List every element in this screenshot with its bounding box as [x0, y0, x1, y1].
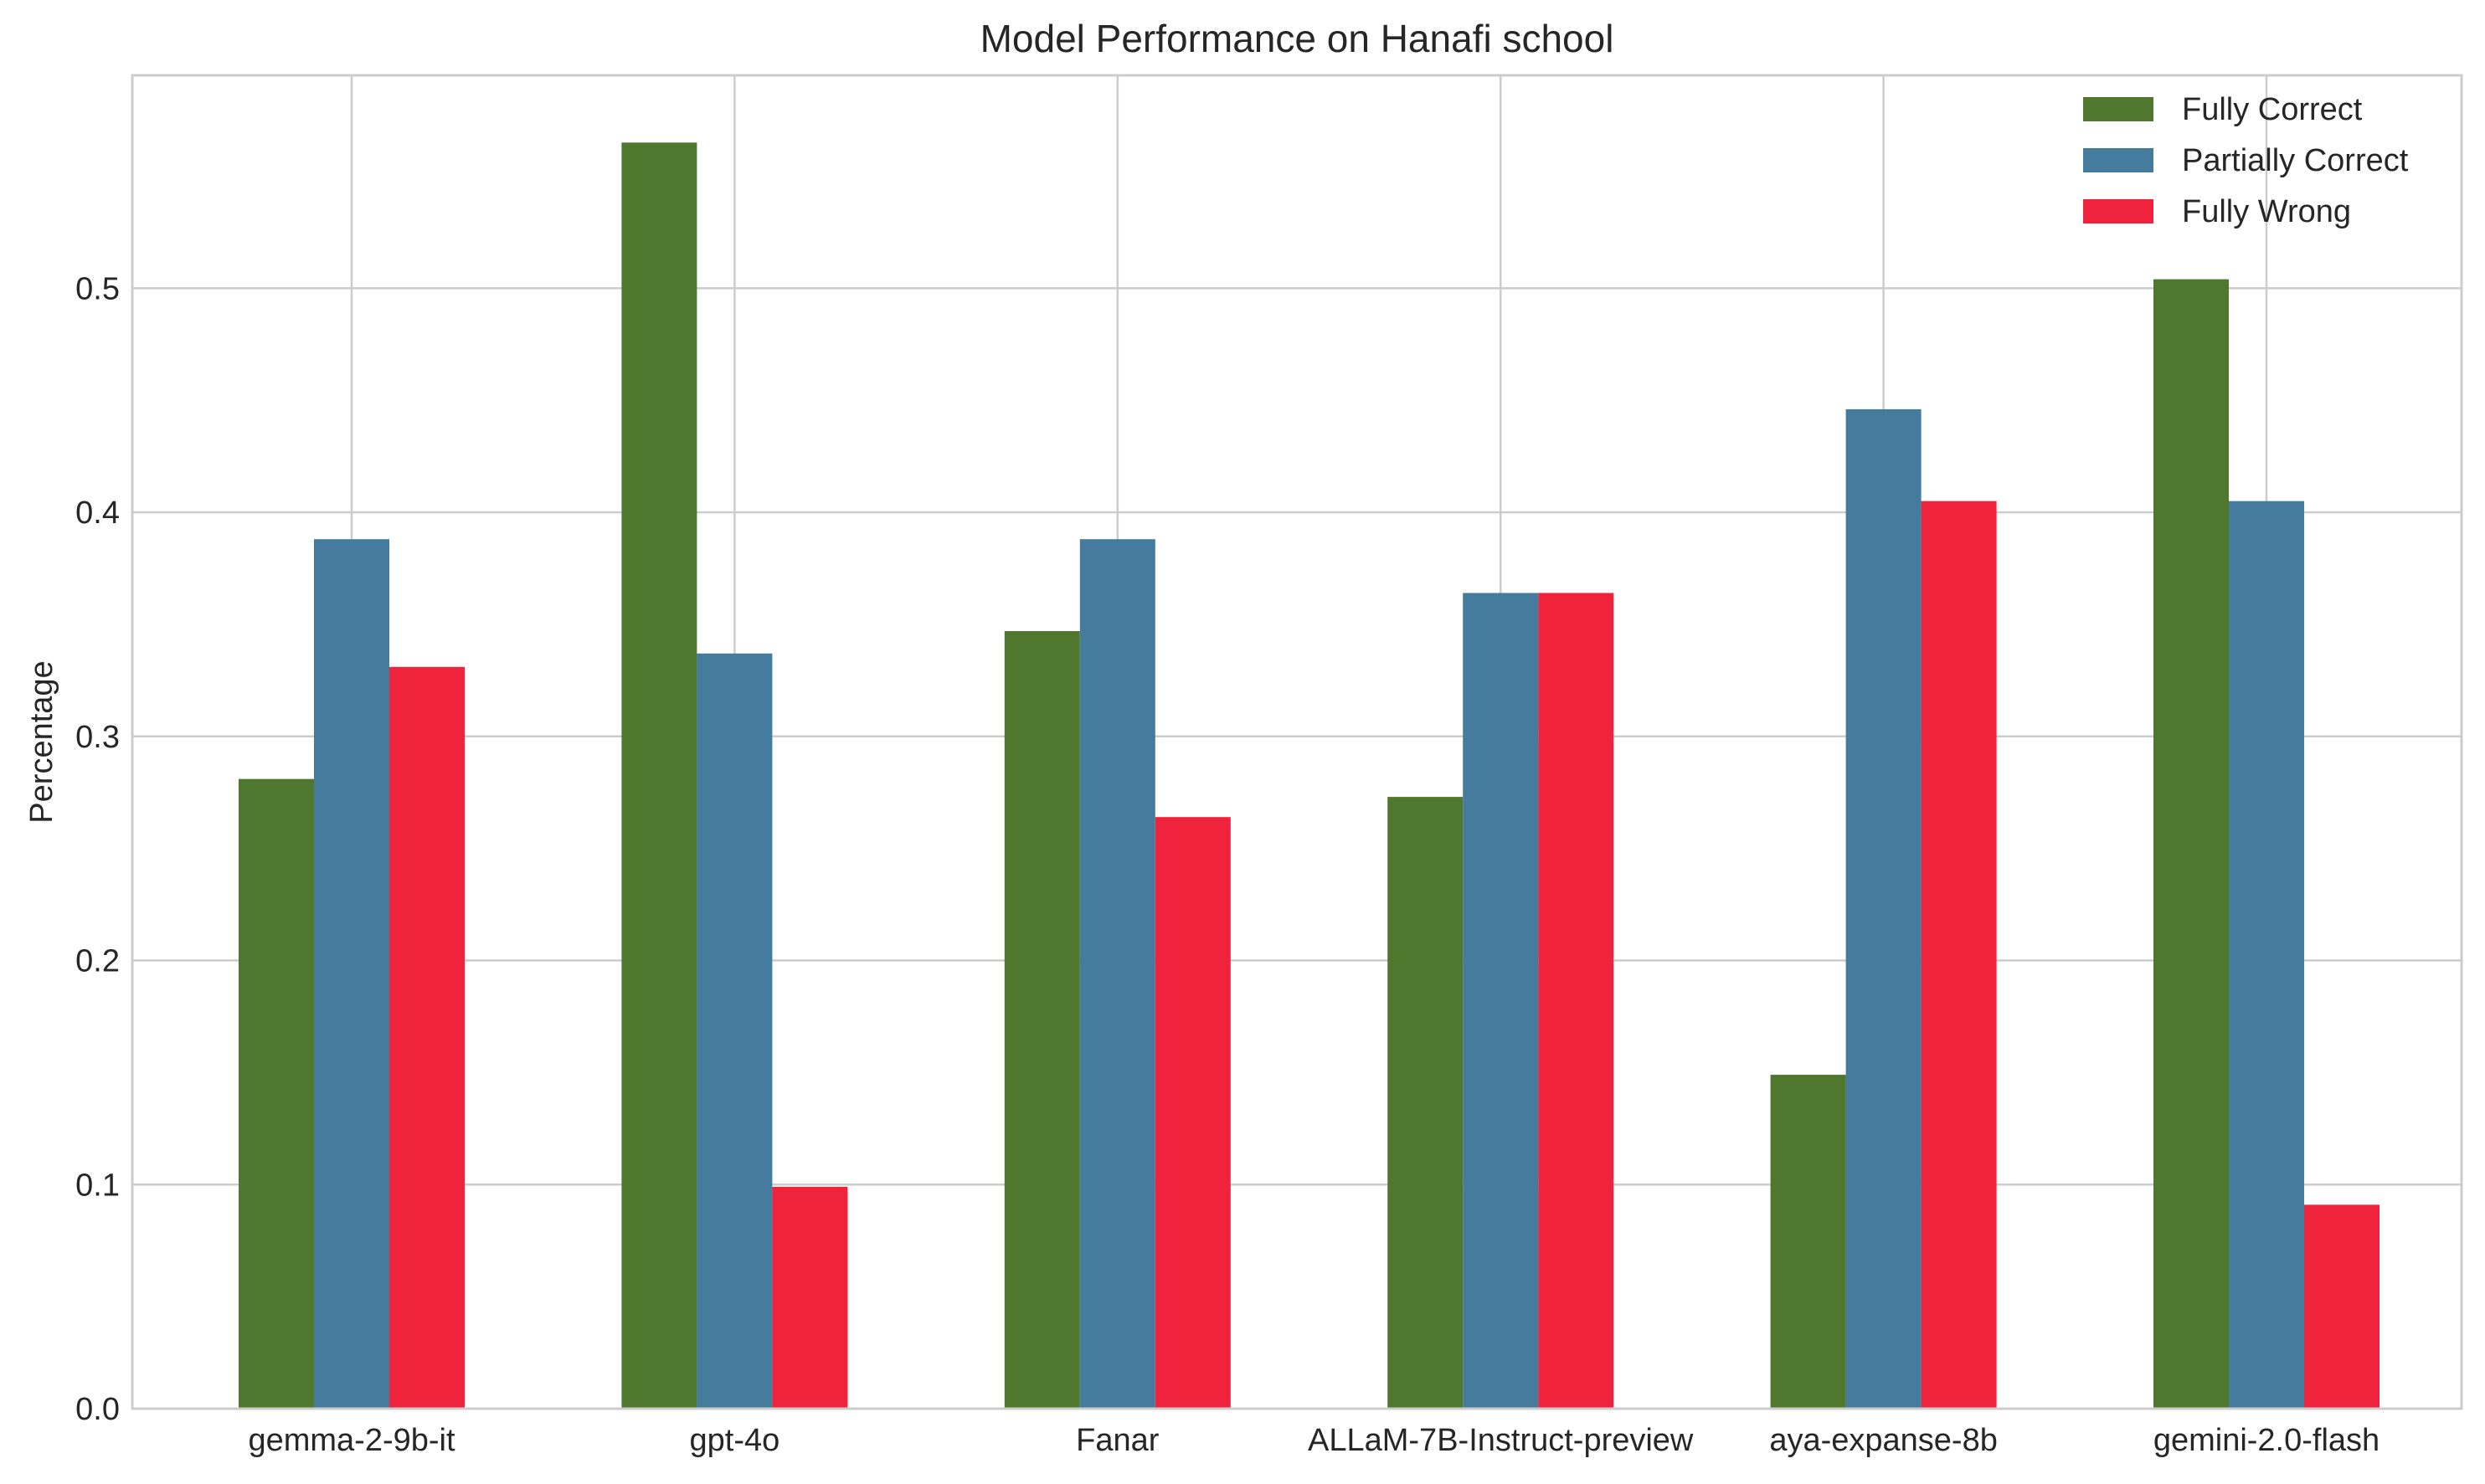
x-tick-label: gpt-4o: [690, 1423, 780, 1458]
bar: [389, 666, 465, 1409]
chart-title: Model Performance on Hanafi school: [980, 17, 1614, 60]
bar: [1387, 797, 1464, 1409]
x-tick-label: gemma-2-9b-it: [248, 1423, 455, 1458]
x-tick-label: ALLaM-7B-Instruct-preview: [1308, 1423, 1694, 1458]
legend-label: Partially Correct: [2182, 143, 2409, 178]
y-tick-label: 0.0: [75, 1392, 120, 1427]
bar: [314, 539, 389, 1409]
y-axis-label: Percentage: [24, 660, 59, 823]
bar: [1845, 408, 1922, 1410]
x-tick-label: Fanar: [1076, 1423, 1160, 1458]
bar: [772, 1186, 848, 1409]
bars-layer: [239, 142, 2380, 1410]
legend-swatch: [2083, 97, 2153, 121]
bar: [1538, 593, 1614, 1409]
y-tick-label: 0.4: [75, 496, 120, 531]
bar: [1770, 1075, 1846, 1409]
bar: [1155, 817, 1231, 1409]
y-tick-label: 0.1: [75, 1168, 120, 1203]
y-tick-label: 0.5: [75, 271, 120, 306]
bar: [1004, 630, 1080, 1409]
bar: [2153, 279, 2229, 1410]
bar: [1079, 539, 1155, 1409]
x-tick-label: aya-expanse-8b: [1769, 1423, 1998, 1458]
y-tick-label: 0.3: [75, 720, 120, 755]
ticks-layer: 0.0 0.1 0.2 0.3 0.4 0.5 gemma-2-9b-it gpt-4o Fan…: [75, 271, 2380, 1458]
bar: [2304, 1204, 2380, 1409]
legend: Fully Correct Partially Correct Fully Wron…: [2083, 92, 2409, 229]
bar: [2229, 501, 2304, 1409]
legend-label: Fully Correct: [2182, 92, 2363, 127]
plot-frame: [131, 74, 2463, 1410]
legend-label: Fully Wrong: [2182, 194, 2351, 229]
legend-swatch: [2083, 148, 2153, 172]
bar: [621, 142, 697, 1409]
legend-swatch: [2083, 199, 2153, 223]
y-tick-label: 0.2: [75, 944, 120, 979]
bar: [1921, 501, 1997, 1409]
bar: [1463, 593, 1539, 1409]
bar: [239, 778, 314, 1409]
bar: [697, 653, 773, 1409]
x-tick-label: gemini-2.0-flash: [2153, 1423, 2380, 1458]
